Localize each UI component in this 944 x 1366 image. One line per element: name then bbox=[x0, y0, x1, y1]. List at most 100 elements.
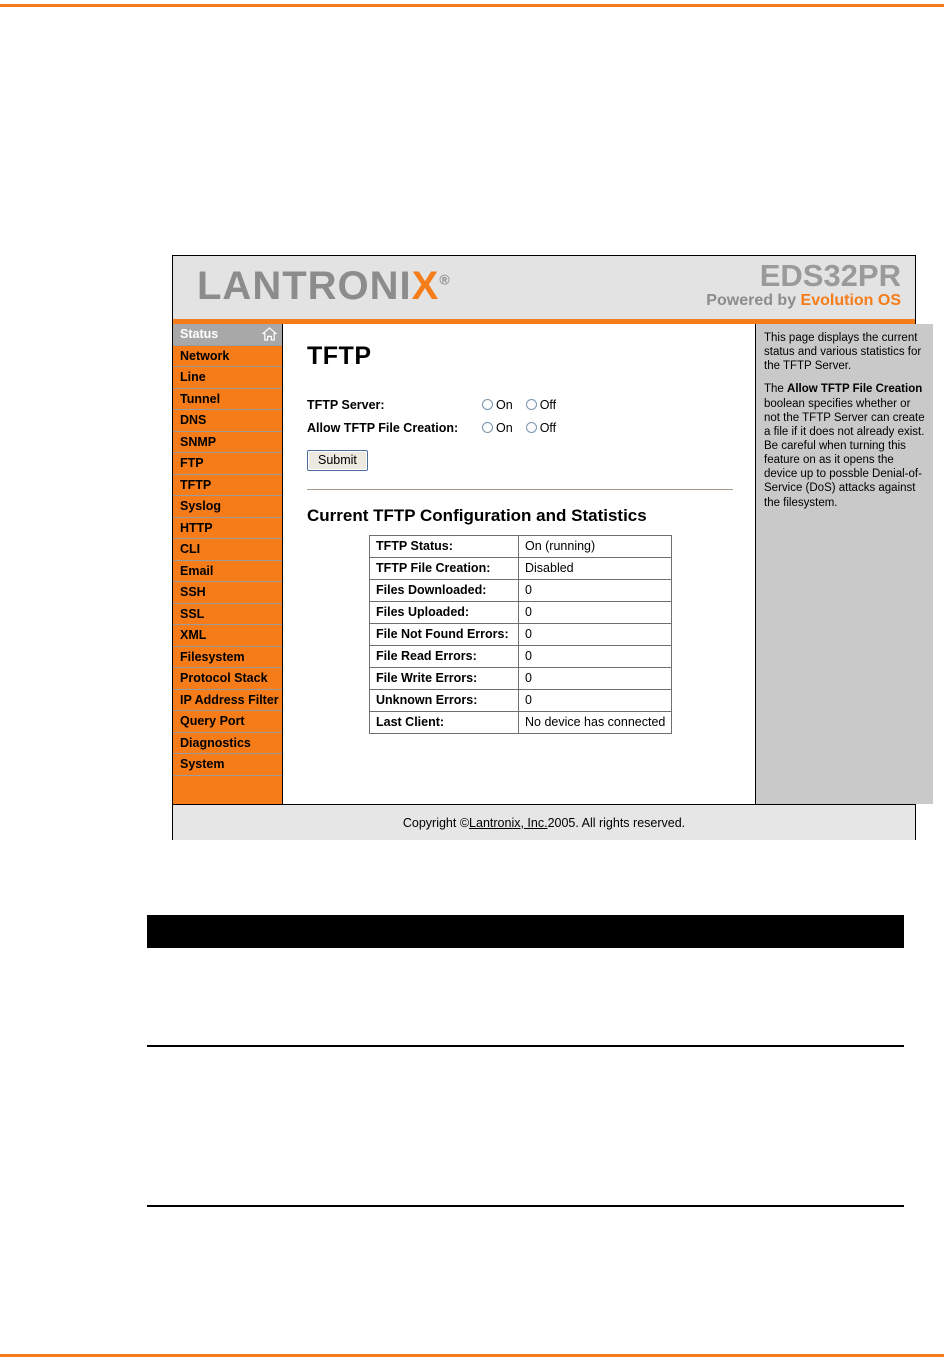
radio-option-off[interactable]: Off bbox=[525, 421, 556, 435]
sidebar-item-dns[interactable]: DNS bbox=[173, 410, 282, 432]
sidebar-item-snmp[interactable]: SNMP bbox=[173, 431, 282, 453]
radio-label: On bbox=[496, 397, 513, 412]
sidebar-item-label: System bbox=[180, 757, 225, 771]
radio-button[interactable] bbox=[482, 422, 493, 433]
sidebar-item-label: Email bbox=[180, 563, 214, 578]
sidebar-item-label: SSL bbox=[180, 606, 205, 621]
sidebar-item-protocol-stack[interactable]: Protocol Stack bbox=[173, 668, 282, 690]
submit-button[interactable]: Submit bbox=[307, 450, 368, 471]
document-rule-lower bbox=[147, 1205, 904, 1207]
main-content: TFTP TFTP Server: On Off Allow TFTP File Cr… bbox=[283, 324, 755, 804]
table-row: Files Uploaded: 0 bbox=[369, 601, 673, 624]
page-bottom-rule bbox=[0, 1354, 944, 1357]
help-paragraph-2-suffix: boolean specifies whether or not the TFT… bbox=[764, 397, 925, 509]
page-title: TFTP bbox=[307, 342, 372, 370]
stat-value: 0 bbox=[517, 579, 673, 602]
section-divider bbox=[307, 489, 733, 490]
sidebar-item-ip-address-filter[interactable]: IP Address Filter bbox=[173, 689, 282, 711]
lantronix-link[interactable]: Lantronix, Inc. bbox=[469, 815, 548, 830]
tagline-os-name: Evolution OS bbox=[800, 291, 901, 309]
statistics-section-title: Current TFTP Configuration and Statistic… bbox=[307, 506, 647, 525]
table-row: Last Client: No device has connected bbox=[369, 711, 673, 734]
table-row: TFTP Status: On (running) bbox=[369, 535, 673, 558]
sidebar-item-label: XML bbox=[180, 628, 207, 642]
radio-button[interactable] bbox=[525, 399, 537, 410]
sidebar-item-label: CLI bbox=[180, 542, 201, 556]
sidebar-item-label: TFTP bbox=[180, 477, 212, 492]
copyright-prefix: Copyright © bbox=[402, 815, 470, 830]
sidebar-item-label: SNMP bbox=[180, 434, 217, 449]
radio-option-on[interactable]: On bbox=[482, 398, 513, 412]
radio-button[interactable] bbox=[525, 422, 537, 433]
product-tagline: Powered by Evolution OS bbox=[706, 292, 901, 310]
form-row: TFTP Server: On Off bbox=[307, 393, 733, 416]
product-model-name: EDS32PR bbox=[759, 258, 901, 293]
document-rule-upper bbox=[147, 1045, 904, 1047]
sidebar-item-label: DNS bbox=[180, 413, 207, 427]
stat-value: 0 bbox=[517, 645, 673, 668]
logo-x-letter: X bbox=[411, 264, 440, 308]
sidebar-nav: Status Network Line Tunnel DNS SNMP FTP TFTP Sys… bbox=[173, 324, 283, 804]
sidebar-item-email[interactable]: Email bbox=[173, 560, 282, 582]
stat-key: TFTP File Creation: bbox=[369, 557, 519, 580]
sidebar-item-line[interactable]: Line bbox=[173, 367, 282, 389]
registered-trademark-icon: ® bbox=[439, 271, 451, 288]
radio-group: On Off bbox=[482, 421, 569, 435]
sidebar-item-label: Status bbox=[180, 327, 219, 341]
product-identity: EDS32PR Powered by Evolution OS bbox=[706, 258, 901, 310]
table-row: File Read Errors: 0 bbox=[369, 645, 673, 668]
sidebar-item-status[interactable]: Status bbox=[173, 324, 282, 346]
stat-value: 0 bbox=[517, 623, 673, 646]
form-field-label: Allow TFTP File Creation: bbox=[307, 420, 459, 435]
sidebar-item-ftp[interactable]: FTP bbox=[173, 453, 282, 475]
redacted-table-header-bar bbox=[147, 915, 904, 948]
sidebar-item-diagnostics[interactable]: Diagnostics bbox=[173, 732, 282, 754]
radio-label: On bbox=[496, 420, 513, 435]
table-row: Unknown Errors: 0 bbox=[369, 689, 673, 712]
help-paragraph-1: This page displays the current status an… bbox=[764, 332, 922, 373]
sidebar-item-cli[interactable]: CLI bbox=[173, 539, 282, 561]
stat-key: TFTP Status: bbox=[369, 535, 519, 558]
tftp-statistics-table: TFTP Status: On (running) TFTP File Creati… bbox=[369, 535, 673, 734]
sidebar-item-ssh[interactable]: SSH bbox=[173, 582, 282, 604]
sidebar-item-tunnel[interactable]: Tunnel bbox=[173, 388, 282, 410]
device-web-ui-frame: LANTRONIX® EDS32PR Powered by Evolution … bbox=[172, 255, 933, 840]
sidebar-item-tftp[interactable]: TFTP bbox=[173, 474, 282, 496]
lantronix-logo: LANTRONIX® bbox=[197, 266, 451, 306]
table-row: TFTP File Creation: Disabled bbox=[369, 557, 673, 580]
form-row: Allow TFTP File Creation: On Off bbox=[307, 416, 733, 439]
home-icon[interactable] bbox=[262, 327, 277, 341]
sidebar-item-xml[interactable]: XML bbox=[173, 625, 282, 647]
body-row: Status Network Line Tunnel DNS SNMP FTP TFTP Sys… bbox=[173, 324, 933, 804]
sidebar-item-label: Protocol Stack bbox=[180, 671, 268, 685]
help-paragraph-2-bold: Allow TFTP File Creation bbox=[787, 383, 923, 396]
stat-key: Last Client: bbox=[369, 711, 519, 734]
sidebar-item-http[interactable]: HTTP bbox=[173, 517, 282, 539]
stat-value: No device has connected bbox=[517, 711, 673, 734]
sidebar-item-network[interactable]: Network bbox=[173, 345, 282, 367]
stat-value: 0 bbox=[517, 689, 673, 712]
sidebar-item-filesystem[interactable]: Filesystem bbox=[173, 646, 282, 668]
sidebar-item-label: Network bbox=[180, 348, 230, 363]
sidebar-item-label: Tunnel bbox=[180, 391, 221, 406]
radio-label: Off bbox=[539, 397, 557, 412]
help-panel: This page displays the current status an… bbox=[755, 324, 933, 804]
radio-option-on[interactable]: On bbox=[482, 421, 513, 435]
sidebar-item-system[interactable]: System bbox=[173, 754, 282, 776]
brand-header: LANTRONIX® EDS32PR Powered by Evolution … bbox=[173, 256, 915, 324]
copyright-suffix: 2005. All rights reserved. bbox=[547, 815, 686, 830]
help-paragraph-2: The Allow TFTP File Creation boolean spe… bbox=[764, 382, 925, 509]
page-top-rule bbox=[0, 4, 944, 7]
table-row: File Write Errors: 0 bbox=[369, 667, 673, 690]
sidebar-item-query-port[interactable]: Query Port bbox=[173, 711, 282, 733]
sidebar-item-ssl[interactable]: SSL bbox=[173, 603, 282, 625]
tagline-prefix: Powered by bbox=[706, 291, 801, 309]
radio-button[interactable] bbox=[482, 399, 493, 410]
sidebar-item-syslog[interactable]: Syslog bbox=[173, 496, 282, 518]
form-field-label: TFTP Server: bbox=[307, 397, 385, 412]
stat-value: Disabled bbox=[517, 557, 673, 580]
logo-wordmark: LANTRONI bbox=[197, 264, 412, 308]
stat-key: Files Uploaded: bbox=[369, 601, 519, 624]
stat-key: File Write Errors: bbox=[369, 667, 519, 690]
radio-option-off[interactable]: Off bbox=[525, 397, 557, 412]
